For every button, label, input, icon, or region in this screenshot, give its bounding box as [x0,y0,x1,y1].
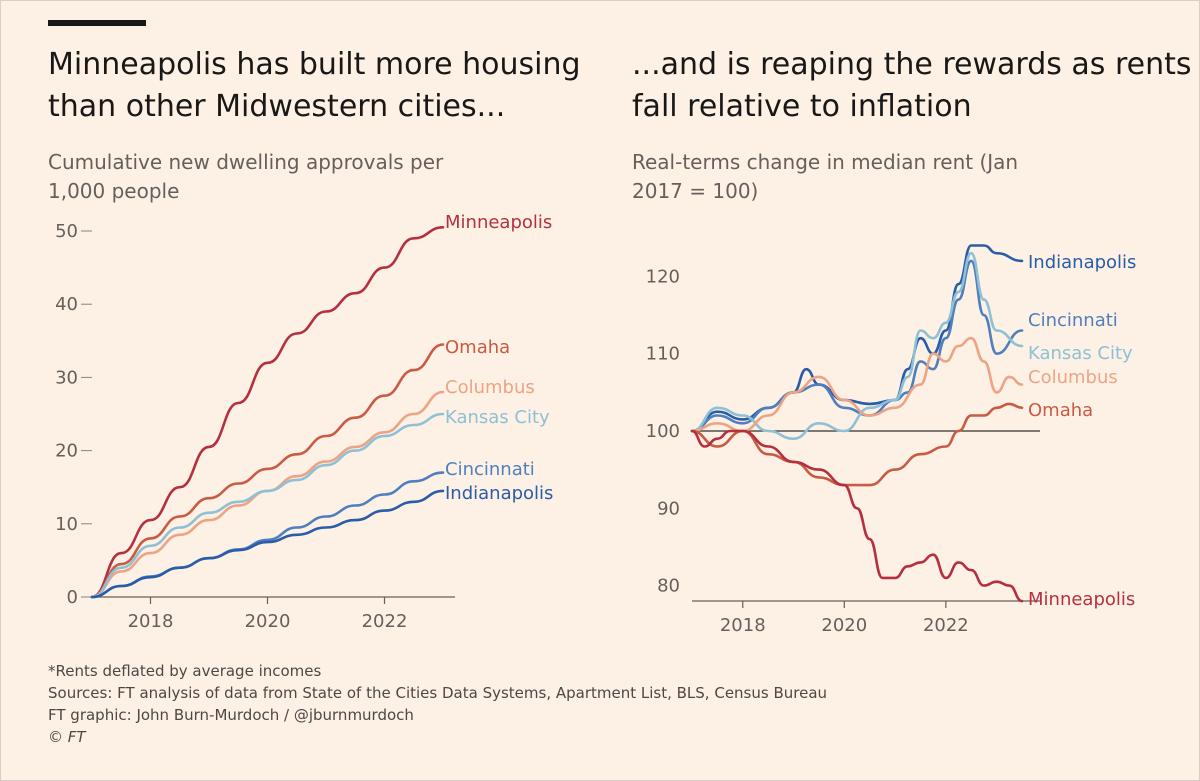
footer-credit: FT graphic: John Burn-Murdoch / @jburnmu… [48,706,414,724]
y-tick-label: 100 [646,421,680,442]
right-chart-title: ...and is reaping the rewards as rents f… [632,47,1192,124]
footer-copyright: © FT [48,728,86,746]
series-label-kansas-city: Kansas City [445,407,550,428]
series-line-indianapolis [90,489,445,599]
ft-header-rule [48,20,146,26]
series-line-omaha [90,343,445,599]
series-line-cincinnati [690,259,1024,433]
series-label-omaha: Omaha [445,337,510,358]
series-line-columbus [690,336,1024,433]
x-tick-label: 2018 [720,615,766,636]
y-tick-label: 120 [646,266,680,287]
series-label-cincinnati: Cincinnati [1028,310,1118,331]
footer: *Rents deflated by average incomes Sourc… [48,660,827,748]
x-tick-label: 2018 [128,611,174,632]
right-chart-subtitle: Real-terms change in median rent (Jan 20… [632,150,1019,203]
series-label-kansas-city: Kansas City [1028,343,1133,364]
y-tick-label: 0 [67,587,78,608]
series-label-minneapolis: Minneapolis [445,212,552,233]
footer-note: *Rents deflated by average incomes [48,662,322,680]
series-line-kansas-city [690,251,1024,440]
x-tick-label: 2020 [245,611,291,632]
series-label-columbus: Columbus [445,377,535,398]
y-tick-label: 90 [657,498,680,519]
series-label-omaha: Omaha [1028,400,1093,421]
series-line-kansas-city [90,412,445,599]
series-line-minneapolis [690,429,1024,603]
series-label-columbus: Columbus [1028,367,1118,388]
y-tick-label: 50 [55,221,78,242]
y-tick-label: 40 [55,294,78,315]
series-label-minneapolis: Minneapolis [1028,589,1135,610]
x-tick-label: 2020 [821,615,867,636]
series-line-minneapolis [90,226,445,599]
series-line-omaha [690,402,1024,487]
right-chart: 80 90 100 110 120 2018 2020 2022 Indianapolis Cin… [646,244,1136,636]
y-tick-label: 80 [657,576,680,597]
y-tick-label: 30 [55,367,78,388]
footer-sources: Sources: FT analysis of data from State … [48,684,828,702]
left-chart-title: Minneapolis has built more housing than … [48,47,581,124]
left-chart: 0 10 20 30 40 50 2018 2020 2022 Minneapolis Omaha C… [55,212,553,632]
y-tick-label: 20 [55,441,78,462]
left-chart-subtitle: Cumulative new dwelling approvals per 1,… [48,150,444,203]
y-tick-label: 110 [646,344,680,365]
charts-canvas: 0 10 20 30 40 50 2018 2020 2022 Minneapolis Omaha C… [55,212,1136,636]
x-tick-label: 2022 [362,611,408,632]
y-tick-label: 10 [55,514,78,535]
series-label-cincinnati: Cincinnati [445,459,535,480]
x-tick-label: 2022 [923,615,969,636]
series-label-indianapolis: Indianapolis [1028,252,1136,273]
series-label-indianapolis: Indianapolis [445,483,553,504]
